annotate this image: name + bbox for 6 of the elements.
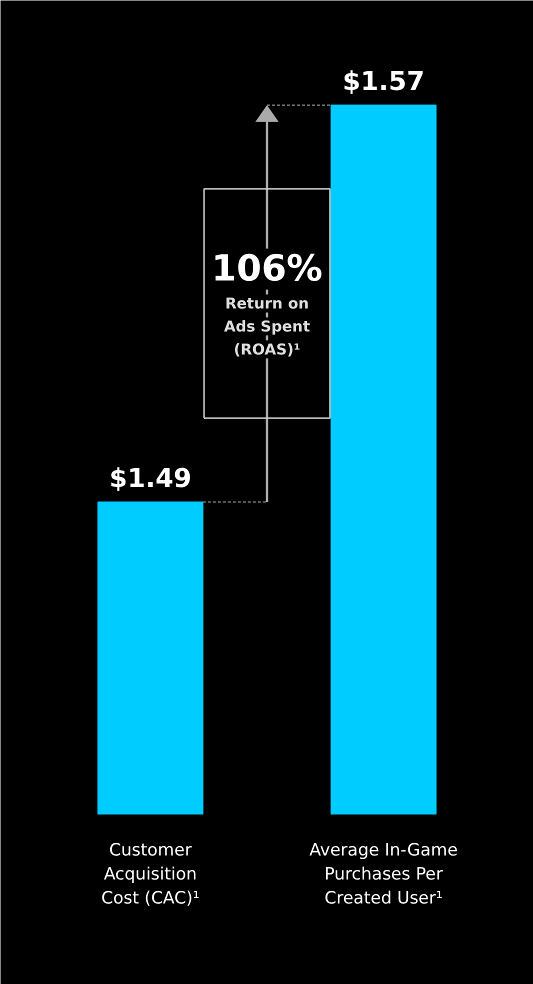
- data-label: $1.49: [109, 464, 192, 494]
- x-tick-label: Customer Acquisition Cost (CAC)¹: [101, 840, 200, 908]
- x-tick-label: Average In-Game Purchases Per Created User¹: [309, 840, 458, 908]
- data-label: $1.57: [342, 67, 425, 98]
- annotation: Return on Ads Spent (ROAS)¹: [224, 294, 310, 358]
- annotation: 106%: [211, 248, 323, 290]
